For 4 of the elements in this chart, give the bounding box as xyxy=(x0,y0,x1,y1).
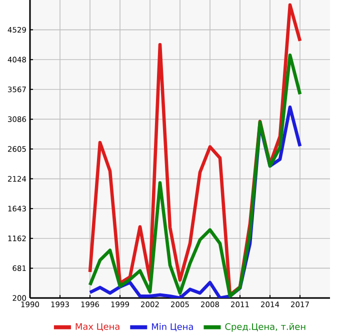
legend-label: Сред.Цена, т.йен xyxy=(225,323,306,332)
line-series xyxy=(88,53,302,298)
legend-label: Min Цена xyxy=(152,323,193,332)
legend-label: Max Цена xyxy=(76,323,120,332)
